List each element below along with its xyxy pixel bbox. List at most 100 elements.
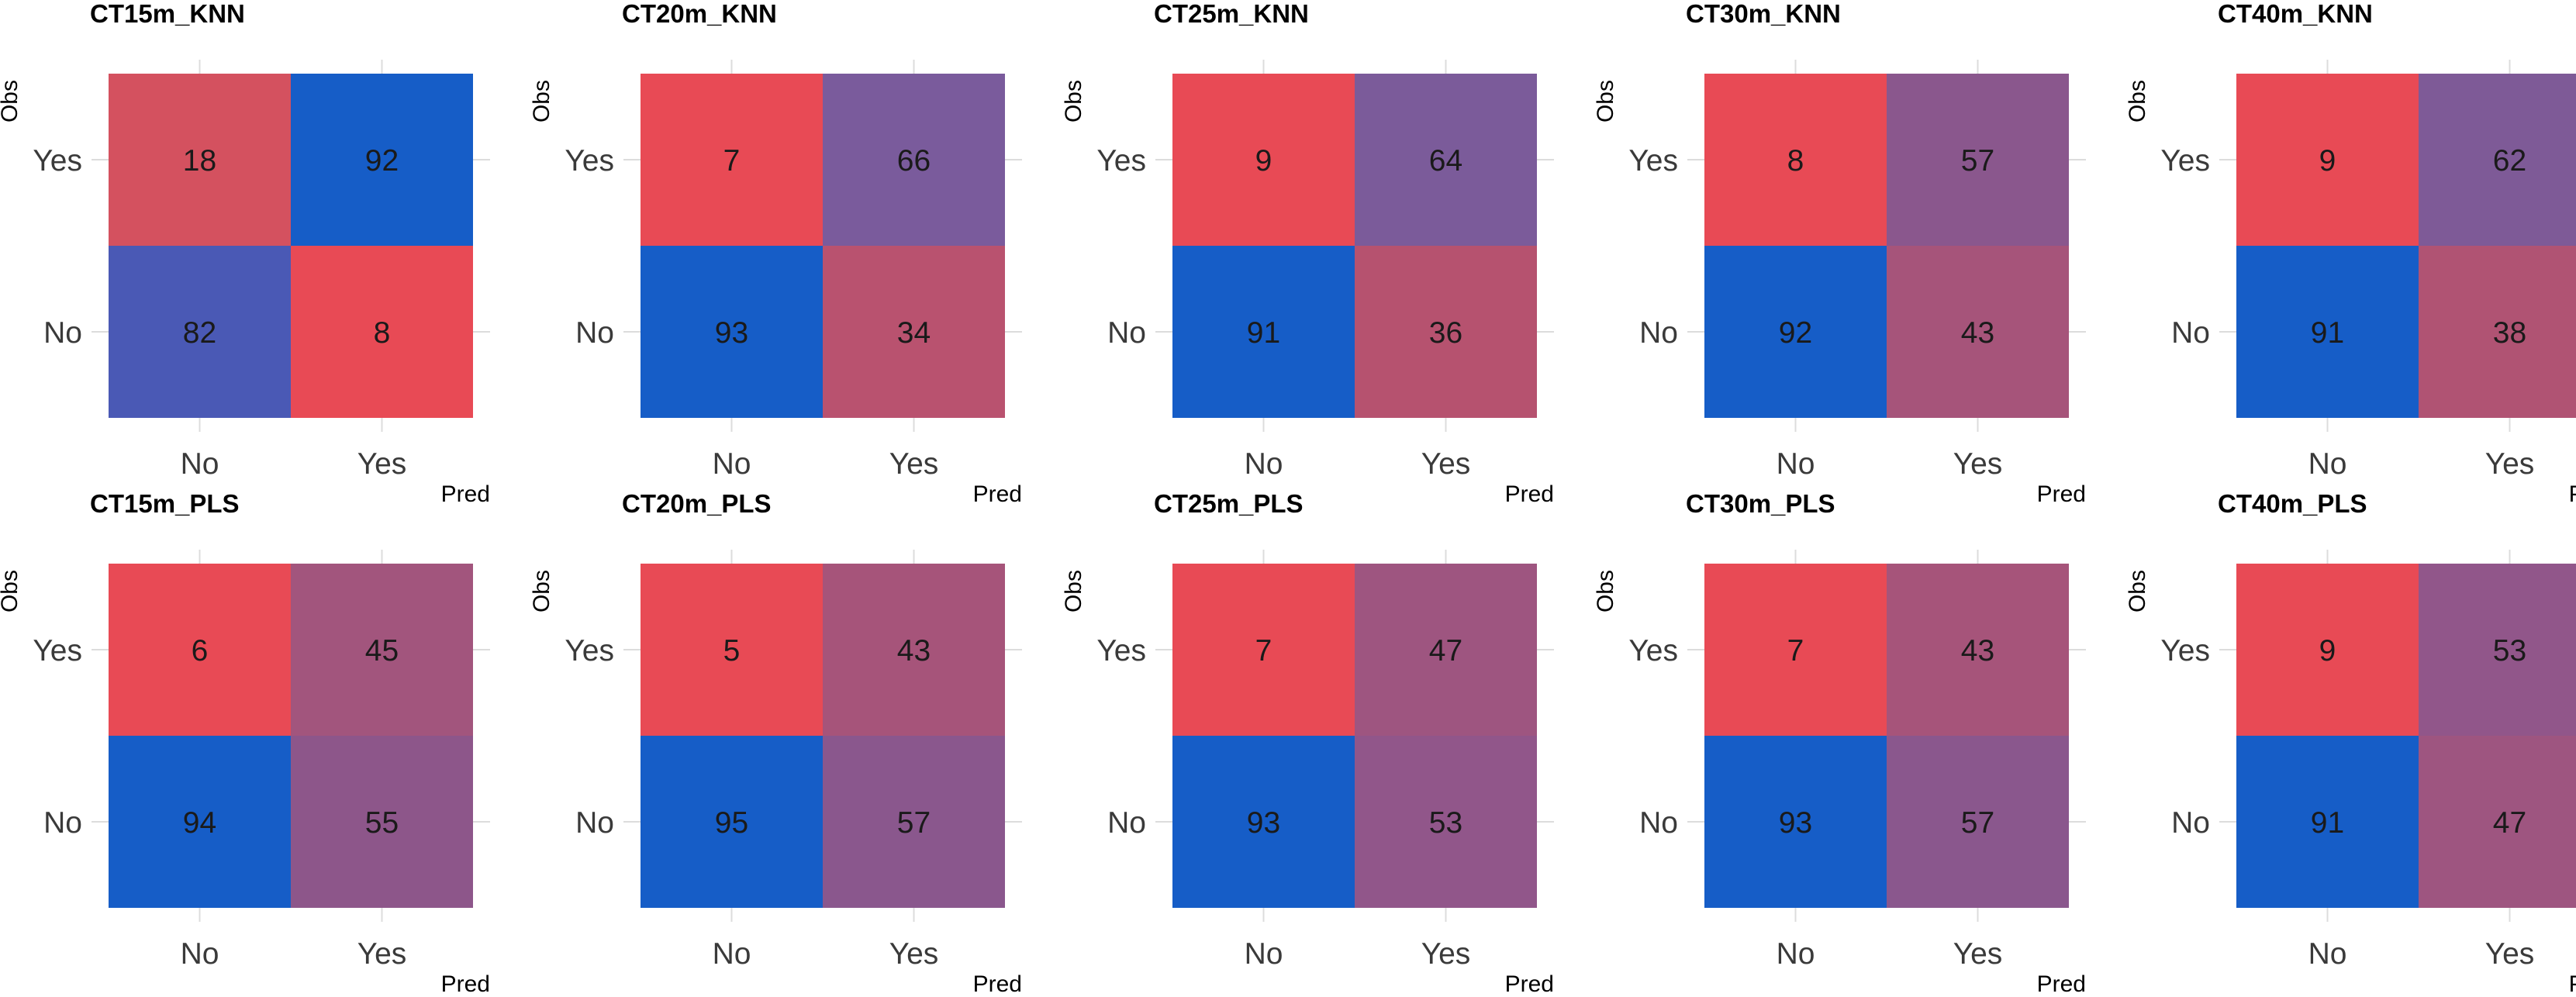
cell-value-label: 47	[1429, 634, 1462, 668]
heatmap-cell	[1172, 246, 1355, 418]
heatmap-cell	[1355, 564, 1537, 736]
y-tick-label: Yes	[1096, 144, 1146, 178]
cell-value-label: 55	[365, 806, 399, 840]
heatmap-cell	[1172, 564, 1355, 736]
heatmap-cell	[823, 736, 1005, 908]
panel-title: CT40m_PLS	[2218, 489, 2367, 518]
cell-value-label: 36	[1429, 316, 1462, 350]
y-axis-title: Obs	[0, 80, 22, 122]
x-axis-title: Pred	[973, 481, 1022, 507]
x-tick-label: Yes	[1421, 937, 1471, 971]
cell-value-label: 57	[1961, 806, 1994, 840]
cell-value-label: 9	[1255, 144, 1272, 178]
cell-value-label: 93	[715, 316, 748, 350]
x-axis-title: Pred	[2569, 481, 2576, 507]
x-tick-label: No	[713, 447, 751, 481]
heatmap-cell	[2236, 246, 2419, 418]
x-tick-label: No	[1777, 937, 1815, 971]
x-axis-title: Pred	[1505, 971, 1554, 993]
cell-value-label: 95	[715, 806, 748, 840]
heatmap-cell	[1355, 736, 1537, 908]
heatmap-cell	[823, 246, 1005, 418]
x-tick-label: Yes	[1953, 937, 2003, 971]
heatmap-cell	[291, 74, 473, 246]
heatmap-cell	[1704, 736, 1887, 908]
heatmap-cell	[2419, 736, 2576, 908]
heatmap-cell	[1172, 736, 1355, 908]
heatmap-cell	[823, 74, 1005, 246]
cell-value-label: 53	[1429, 806, 1462, 840]
x-axis-title: Pred	[973, 971, 1022, 993]
y-tick-label: Yes	[1096, 634, 1146, 668]
heatmap-cell	[1887, 736, 2069, 908]
x-tick-label: Yes	[889, 937, 939, 971]
x-tick-label: No	[2308, 447, 2347, 481]
heatmap-cell	[2236, 564, 2419, 736]
heatmap-cell	[641, 246, 823, 418]
panel-title: CT25m_KNN	[1154, 0, 1309, 28]
y-tick-label: No	[575, 316, 614, 350]
x-tick-label: Yes	[2485, 447, 2535, 481]
x-tick-label: No	[1245, 937, 1283, 971]
cell-value-label: 5	[723, 634, 741, 668]
heatmap-cell	[641, 736, 823, 908]
cell-value-label: 43	[1961, 634, 1994, 668]
heatmap-cell	[2419, 246, 2576, 418]
cell-value-label: 91	[2311, 316, 2344, 350]
heatmap-cell	[1887, 74, 2069, 246]
cell-value-label: 64	[1429, 144, 1462, 178]
cell-value-label: 7	[1255, 634, 1272, 668]
x-tick-label: No	[181, 937, 219, 971]
y-tick-label: Yes	[2160, 144, 2210, 178]
cell-value-label: 57	[1961, 144, 1994, 178]
heatmap-cell	[2236, 736, 2419, 908]
heatmap-cell	[109, 564, 291, 736]
cell-value-label: 93	[1779, 806, 1812, 840]
panel-title: CT20m_PLS	[622, 489, 772, 518]
y-axis-title: Obs	[0, 570, 22, 612]
x-axis-title: Pred	[1505, 481, 1554, 507]
cell-value-label: 93	[1247, 806, 1280, 840]
y-axis-title: Obs	[529, 80, 554, 122]
x-tick-label: No	[1245, 447, 1283, 481]
cell-value-label: 7	[1787, 634, 1804, 668]
panel-title: CT15m_KNN	[90, 0, 245, 28]
y-tick-label: Yes	[1628, 144, 1678, 178]
cell-value-label: 6	[192, 634, 209, 668]
heatmap-cell	[1704, 564, 1887, 736]
y-axis-title: Obs	[529, 570, 554, 612]
heatmap-cell	[291, 564, 473, 736]
y-tick-label: No	[1639, 316, 1678, 350]
heatmap-cell	[1887, 564, 2069, 736]
y-axis-title: Obs	[2125, 80, 2150, 122]
heatmap-cell	[109, 736, 291, 908]
panel-title: CT30m_KNN	[1686, 0, 1841, 28]
cell-value-label: 62	[2493, 144, 2526, 178]
y-tick-label: No	[1107, 806, 1146, 840]
heatmap-cell	[641, 74, 823, 246]
heatmap-cell	[823, 564, 1005, 736]
x-tick-label: Yes	[889, 447, 939, 481]
y-axis-title: Obs	[1061, 570, 1086, 612]
y-tick-label: No	[43, 806, 82, 840]
y-tick-label: No	[2171, 806, 2210, 840]
x-axis-title: Pred	[441, 971, 490, 993]
panel-title: CT40m_KNN	[2218, 0, 2373, 28]
cell-value-label: 9	[2319, 634, 2336, 668]
y-tick-label: No	[2171, 316, 2210, 350]
y-tick-label: Yes	[565, 144, 614, 178]
y-axis-title: Obs	[1061, 80, 1086, 122]
cell-value-label: 7	[723, 144, 741, 178]
heatmap-cell	[291, 246, 473, 418]
heatmap-cell	[2236, 74, 2419, 246]
y-tick-label: Yes	[2160, 634, 2210, 668]
y-tick-label: Yes	[565, 634, 614, 668]
cell-value-label: 91	[1247, 316, 1280, 350]
cell-value-label: 38	[2493, 316, 2526, 350]
y-tick-label: No	[43, 316, 82, 350]
heatmap-cell	[291, 736, 473, 908]
panel-title: CT15m_PLS	[90, 489, 240, 518]
y-axis-title: Obs	[2125, 570, 2150, 612]
heatmap-cell	[1704, 246, 1887, 418]
